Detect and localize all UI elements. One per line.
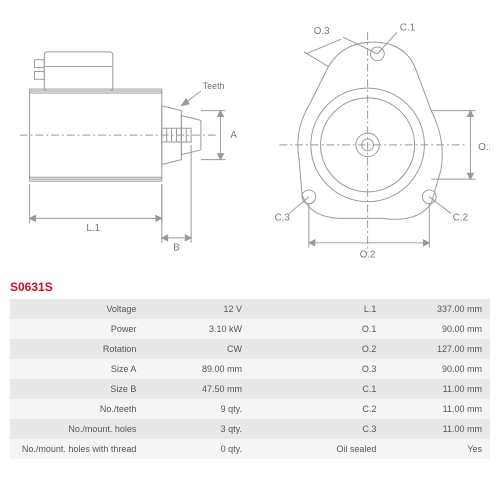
spec-label: L.1: [250, 299, 384, 319]
dim-c1-label: C.1: [400, 22, 415, 33]
spec-value: 90.00 mm: [384, 319, 490, 339]
dim-b-label: B: [173, 243, 180, 254]
spec-label: No./teeth: [10, 399, 144, 419]
spec-value: 11.00 mm: [384, 399, 490, 419]
spec-row: No./teeth9 qty.C.211.00 mm: [10, 399, 490, 419]
spec-value: CW: [144, 339, 250, 359]
spec-label: Rotation: [10, 339, 144, 359]
spec-value: 127.00 mm: [384, 339, 490, 359]
spec-label: Oil sealed: [250, 439, 384, 459]
spec-row: Size A89.00 mmO.390.00 mm: [10, 359, 490, 379]
dim-a-label: A: [230, 130, 237, 141]
spec-row: No./mount. holes with thread0 qty.Oil se…: [10, 439, 490, 459]
spec-value: 12 V: [144, 299, 250, 319]
spec-value: 9 qty.: [144, 399, 250, 419]
spec-label: Size A: [10, 359, 144, 379]
dim-c2-label: C.2: [453, 212, 468, 223]
spec-label: Size B: [10, 379, 144, 399]
spec-row: Size B47.50 mmC.111.00 mm: [10, 379, 490, 399]
spec-label: C.2: [250, 399, 384, 419]
spec-value: 90.00 mm: [384, 359, 490, 379]
teeth-label: Teeth: [203, 81, 225, 91]
spec-value: 89.00 mm: [144, 359, 250, 379]
spec-label: O.2: [250, 339, 384, 359]
spec-label: No./mount. holes with thread: [10, 439, 144, 459]
front-view-diagram: O.1 O.2 O.3 C.1 C.2 C.3: [255, 10, 490, 270]
spec-value: 47.50 mm: [144, 379, 250, 399]
spec-row: Power3.10 kWO.190.00 mm: [10, 319, 490, 339]
side-view-diagram: L.1 B A Teeth: [10, 10, 245, 270]
spec-value: 337.00 mm: [384, 299, 490, 319]
spec-value: 3 qty.: [144, 419, 250, 439]
spec-label: C.3: [250, 419, 384, 439]
dim-o1-label: O.1: [478, 142, 490, 153]
dim-o2-label: O.2: [360, 250, 376, 261]
spec-value: 11.00 mm: [384, 419, 490, 439]
dim-l1-label: L.1: [86, 223, 100, 234]
spec-value: 0 qty.: [144, 439, 250, 459]
spec-label: O.3: [250, 359, 384, 379]
spec-value: Yes: [384, 439, 490, 459]
spec-row: Voltage12 VL.1337.00 mm: [10, 299, 490, 319]
spec-row: RotationCWO.2127.00 mm: [10, 339, 490, 359]
spec-label: No./mount. holes: [10, 419, 144, 439]
dim-c3-label: C.3: [275, 212, 291, 223]
spec-table: Voltage12 VL.1337.00 mmPower3.10 kWO.190…: [10, 299, 490, 459]
spec-label: C.1: [250, 379, 384, 399]
spec-row: No./mount. holes3 qty.C.311.00 mm: [10, 419, 490, 439]
spec-label: Power: [10, 319, 144, 339]
spec-label: O.1: [250, 319, 384, 339]
spec-label: Voltage: [10, 299, 144, 319]
spec-value: 3.10 kW: [144, 319, 250, 339]
dim-o3-label: O.3: [314, 26, 330, 37]
product-code: S0631S: [10, 280, 490, 294]
spec-value: 11.00 mm: [384, 379, 490, 399]
